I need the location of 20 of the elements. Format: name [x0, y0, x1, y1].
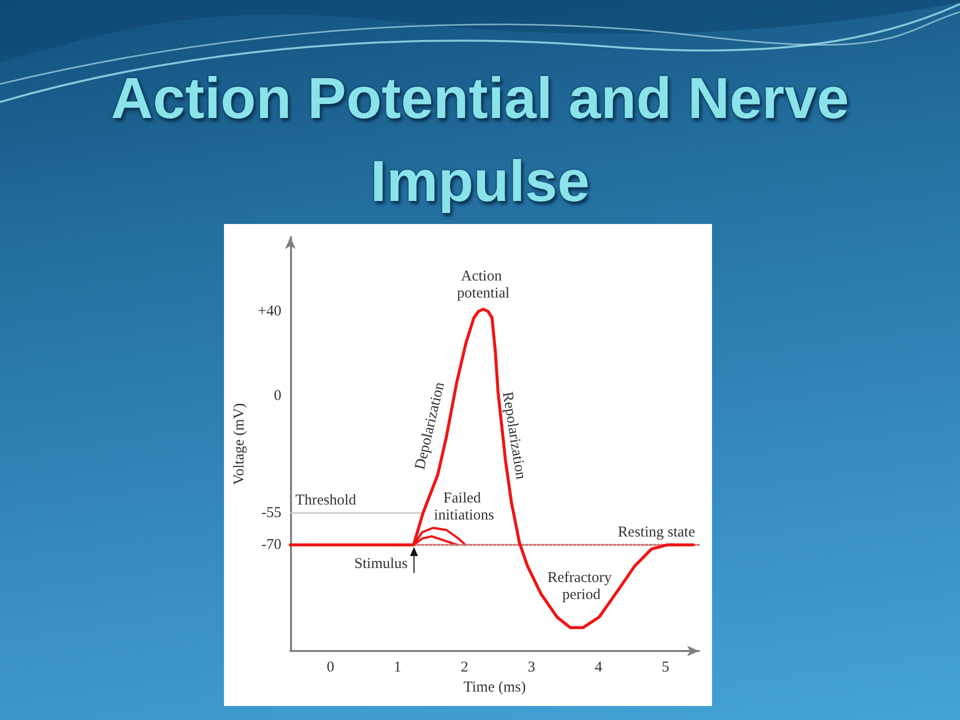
series-label: Threshold	[295, 492, 357, 508]
annotation: Action potential	[457, 268, 510, 302]
chart-title: Action Potential and Nerve Impulse	[110, 65, 850, 216]
x-tick-label: 4	[594, 660, 603, 676]
x-tick-label: 5	[662, 660, 670, 676]
x-tick-label: 2	[460, 660, 468, 676]
y-tick-label: -70	[261, 536, 282, 553]
x-tick-label: 1	[394, 660, 402, 676]
x-axis-title: Time (ms)	[463, 679, 526, 696]
annotation: Refractory period	[547, 570, 616, 604]
series-label: Resting state	[618, 524, 696, 540]
annotation: Stimulus	[354, 556, 408, 572]
y-tick-label: +40	[258, 303, 282, 320]
y-tick-label: 0	[274, 388, 282, 404]
x-tick-label: 3	[528, 660, 536, 676]
x-tick-label: 0	[326, 660, 334, 676]
annotation: Failed initiations	[434, 490, 494, 524]
annotation: Repolarization	[498, 390, 529, 481]
y-tick-label: -55	[261, 505, 282, 521]
y-axis-title: Voltage (mV)	[232, 403, 248, 485]
